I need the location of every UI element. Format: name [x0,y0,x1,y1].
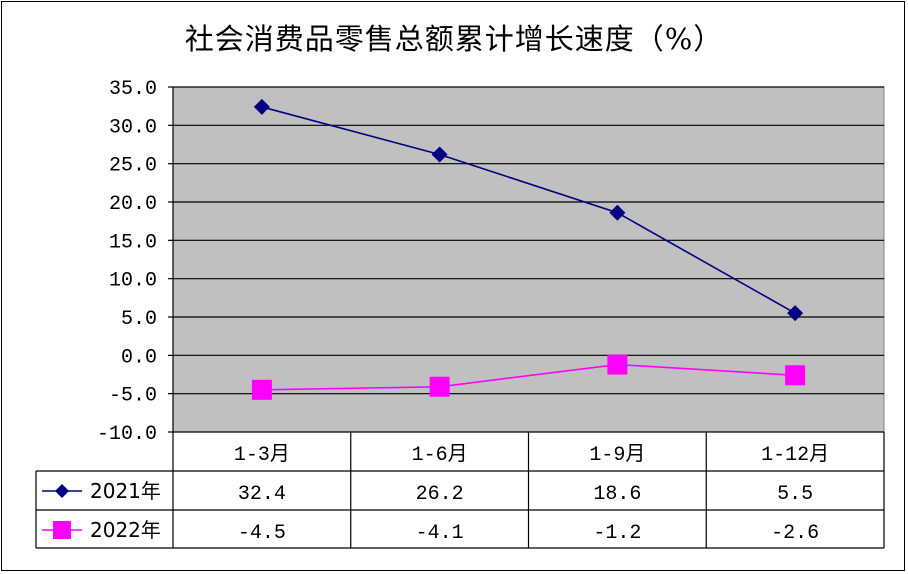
data-point [251,379,272,400]
category-label: 1-6月 [412,443,468,467]
data-point [607,354,628,375]
category-label: 1-9月 [589,443,645,467]
data-label: 26.2 [416,483,464,506]
series-line [261,106,796,314]
data-label: -1.2 [593,522,641,545]
data-label: 5.5 [777,483,813,506]
y-tick-label: 20.0 [109,193,157,216]
data-label: -4.1 [416,522,464,545]
legend-label: 2022年 [90,518,161,542]
legend-label: 2021年 [90,479,161,503]
data-point [787,305,804,322]
plot-area [172,86,885,433]
category-label: 1-12月 [761,443,829,467]
legend-key-marker [55,484,69,498]
y-tick-label: 10.0 [109,270,157,293]
legend-key-marker [53,521,71,539]
data-label: -2.6 [771,522,819,545]
y-tick-label: 15.0 [109,231,157,254]
y-tick-label: 0.0 [121,346,157,369]
category-label: 1-3月 [234,443,290,467]
data-label: -4.5 [238,522,286,545]
data-point [785,365,806,386]
y-tick-label: -10.0 [97,423,157,446]
chart-title: 社会消费品零售总额累计增长速度（%） [184,22,724,56]
data-point [253,98,270,115]
y-tick-label: -5.0 [109,385,157,408]
y-tick-label: 35.0 [109,78,157,101]
data-point [429,376,450,397]
series-line [261,363,796,391]
y-tick-label: 30.0 [109,116,157,139]
data-label: 18.6 [593,483,641,506]
y-tick-label: 5.0 [121,308,157,331]
y-tick-label: 25.0 [109,155,157,178]
data-label: 32.4 [238,483,286,506]
data-point [609,204,626,221]
data-point [431,146,448,163]
